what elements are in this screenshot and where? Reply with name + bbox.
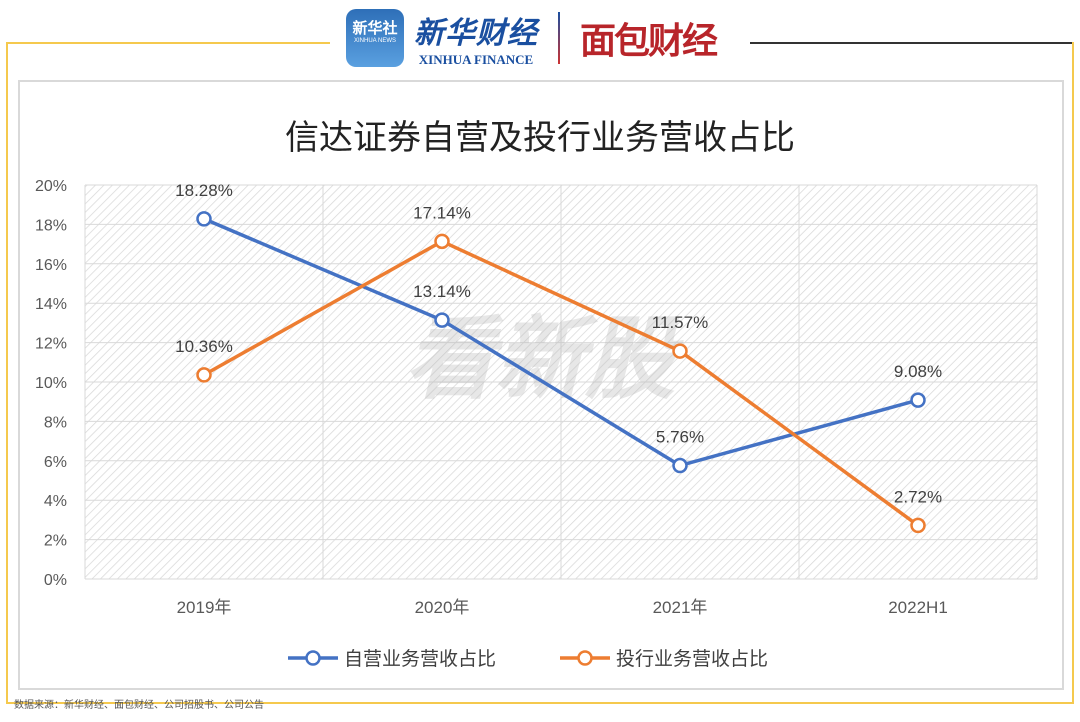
logo-text: 新华社 xyxy=(352,20,398,37)
data-label: 18.28% xyxy=(175,181,233,200)
x-tick-label: 2019年 xyxy=(177,598,232,617)
header-logos: 新华社 XINHUA NEWS 新华财经 XINHUA FINANCE 面包财经 xyxy=(346,8,718,68)
legend-marker xyxy=(577,650,593,666)
data-label: 2.72% xyxy=(894,487,942,506)
data-label: 10.36% xyxy=(175,337,233,356)
logo-text: XINHUA FINANCE xyxy=(418,52,534,67)
mianbao-logo: 面包财经 xyxy=(580,20,718,61)
legend-marker xyxy=(305,650,321,666)
xinhua-news-logo: 新华社 XINHUA NEWS xyxy=(346,9,404,67)
data-label: 11.57% xyxy=(652,313,708,332)
xinhua-finance-logo: 新华财经 XINHUA FINANCE xyxy=(414,8,538,68)
data-point xyxy=(672,343,688,359)
y-tick-label: 18% xyxy=(35,217,67,234)
data-point xyxy=(434,312,450,328)
data-point xyxy=(434,233,450,250)
y-tick-label: 16% xyxy=(35,257,67,274)
top-line-left xyxy=(6,42,330,44)
legend-label: 投行业务营收占比 xyxy=(616,648,768,670)
outer-frame xyxy=(6,42,1074,704)
logo-text: XINHUA NEWS xyxy=(353,38,396,44)
data-point xyxy=(910,517,926,534)
data-point xyxy=(196,211,212,227)
y-tick-label: 10% xyxy=(35,375,67,392)
x-tick-label: 2022H1 xyxy=(888,598,948,617)
logo-divider xyxy=(558,12,560,64)
y-tick-label: 0% xyxy=(44,572,67,589)
legend-label: 自营业务营收占比 xyxy=(344,648,496,670)
logo-text: 新华财经 xyxy=(414,16,538,51)
data-label: 5.76% xyxy=(656,428,704,447)
y-tick-label: 2% xyxy=(44,533,67,550)
series-line xyxy=(203,239,920,527)
data-point xyxy=(672,457,688,474)
x-tick-label: 2020年 xyxy=(415,598,470,617)
data-point xyxy=(910,392,926,408)
data-label: 17.14% xyxy=(413,203,471,222)
data-label: 13.14% xyxy=(413,282,471,301)
y-tick-label: 20% xyxy=(35,178,67,195)
data-label: 9.08% xyxy=(894,362,942,381)
y-tick-label: 12% xyxy=(35,336,67,353)
top-line-right xyxy=(750,42,1074,44)
y-tick-label: 4% xyxy=(44,493,67,510)
chart-title: 信达证券自营及投行业务营收占比 xyxy=(285,118,795,158)
series-line xyxy=(203,217,919,468)
y-tick-label: 14% xyxy=(35,296,67,313)
y-tick-label: 8% xyxy=(44,414,67,431)
y-tick-label: 6% xyxy=(44,454,67,471)
x-tick-label: 2021年 xyxy=(653,598,708,617)
data-point xyxy=(196,367,212,383)
data-source: 数据来源：新华财经、面包财经、公司招股书、公司公告 xyxy=(14,700,264,711)
